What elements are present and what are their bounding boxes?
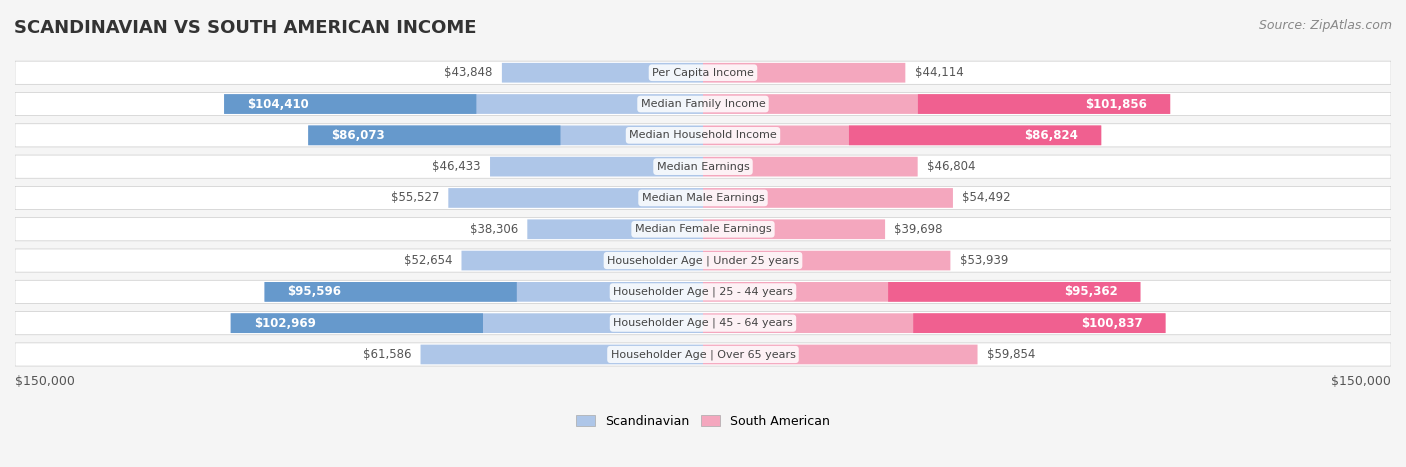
FancyBboxPatch shape <box>15 280 1391 304</box>
FancyBboxPatch shape <box>703 157 918 177</box>
FancyBboxPatch shape <box>914 313 1166 333</box>
FancyBboxPatch shape <box>231 313 484 333</box>
Text: $100,837: $100,837 <box>1081 317 1143 330</box>
FancyBboxPatch shape <box>918 94 1170 114</box>
Text: Median Family Income: Median Family Income <box>641 99 765 109</box>
FancyBboxPatch shape <box>264 282 517 302</box>
FancyBboxPatch shape <box>703 219 886 239</box>
FancyBboxPatch shape <box>703 63 905 83</box>
FancyBboxPatch shape <box>15 218 1391 241</box>
FancyBboxPatch shape <box>308 126 703 145</box>
FancyBboxPatch shape <box>420 345 703 364</box>
FancyBboxPatch shape <box>849 126 1101 145</box>
Text: Median Female Earnings: Median Female Earnings <box>634 224 772 234</box>
FancyBboxPatch shape <box>527 219 703 239</box>
Text: $39,698: $39,698 <box>894 223 943 236</box>
Text: $55,527: $55,527 <box>391 191 439 205</box>
FancyBboxPatch shape <box>15 155 1391 178</box>
Legend: Scandinavian, South American: Scandinavian, South American <box>571 410 835 433</box>
FancyBboxPatch shape <box>15 186 1391 210</box>
Text: $46,804: $46,804 <box>927 160 976 173</box>
Text: Median Male Earnings: Median Male Earnings <box>641 193 765 203</box>
Text: Householder Age | 25 - 44 years: Householder Age | 25 - 44 years <box>613 287 793 297</box>
FancyBboxPatch shape <box>264 282 703 302</box>
FancyBboxPatch shape <box>15 311 1391 335</box>
FancyBboxPatch shape <box>15 124 1391 147</box>
Text: Householder Age | Under 25 years: Householder Age | Under 25 years <box>607 255 799 266</box>
Text: $150,000: $150,000 <box>15 375 75 388</box>
Text: $44,114: $44,114 <box>914 66 963 79</box>
FancyBboxPatch shape <box>231 313 703 333</box>
Text: $43,848: $43,848 <box>444 66 492 79</box>
FancyBboxPatch shape <box>502 63 703 83</box>
FancyBboxPatch shape <box>15 61 1391 85</box>
FancyBboxPatch shape <box>15 92 1391 116</box>
Text: $102,969: $102,969 <box>253 317 315 330</box>
Text: Median Earnings: Median Earnings <box>657 162 749 172</box>
Text: SCANDINAVIAN VS SOUTH AMERICAN INCOME: SCANDINAVIAN VS SOUTH AMERICAN INCOME <box>14 19 477 37</box>
FancyBboxPatch shape <box>491 157 703 177</box>
Text: $46,433: $46,433 <box>433 160 481 173</box>
FancyBboxPatch shape <box>703 94 1170 114</box>
FancyBboxPatch shape <box>703 251 950 270</box>
FancyBboxPatch shape <box>703 345 977 364</box>
FancyBboxPatch shape <box>15 343 1391 366</box>
Text: $95,596: $95,596 <box>287 285 342 298</box>
Text: $150,000: $150,000 <box>1331 375 1391 388</box>
Text: $101,856: $101,856 <box>1085 98 1147 111</box>
FancyBboxPatch shape <box>703 282 1140 302</box>
FancyBboxPatch shape <box>703 313 1166 333</box>
Text: $61,586: $61,586 <box>363 348 412 361</box>
FancyBboxPatch shape <box>224 94 703 114</box>
FancyBboxPatch shape <box>703 188 953 208</box>
Text: Householder Age | Over 65 years: Householder Age | Over 65 years <box>610 349 796 360</box>
Text: $86,073: $86,073 <box>332 129 385 142</box>
Text: $95,362: $95,362 <box>1064 285 1118 298</box>
Text: $52,654: $52,654 <box>404 254 453 267</box>
FancyBboxPatch shape <box>703 126 1101 145</box>
Text: Per Capita Income: Per Capita Income <box>652 68 754 78</box>
FancyBboxPatch shape <box>889 282 1140 302</box>
Text: Median Household Income: Median Household Income <box>628 130 778 141</box>
Text: Source: ZipAtlas.com: Source: ZipAtlas.com <box>1258 19 1392 32</box>
FancyBboxPatch shape <box>15 249 1391 272</box>
Text: $86,824: $86,824 <box>1025 129 1078 142</box>
FancyBboxPatch shape <box>308 126 561 145</box>
FancyBboxPatch shape <box>461 251 703 270</box>
Text: $59,854: $59,854 <box>987 348 1035 361</box>
Text: Householder Age | 45 - 64 years: Householder Age | 45 - 64 years <box>613 318 793 328</box>
Text: $104,410: $104,410 <box>247 98 309 111</box>
Text: $54,492: $54,492 <box>962 191 1011 205</box>
Text: $38,306: $38,306 <box>470 223 519 236</box>
FancyBboxPatch shape <box>224 94 477 114</box>
Text: $53,939: $53,939 <box>959 254 1008 267</box>
FancyBboxPatch shape <box>449 188 703 208</box>
